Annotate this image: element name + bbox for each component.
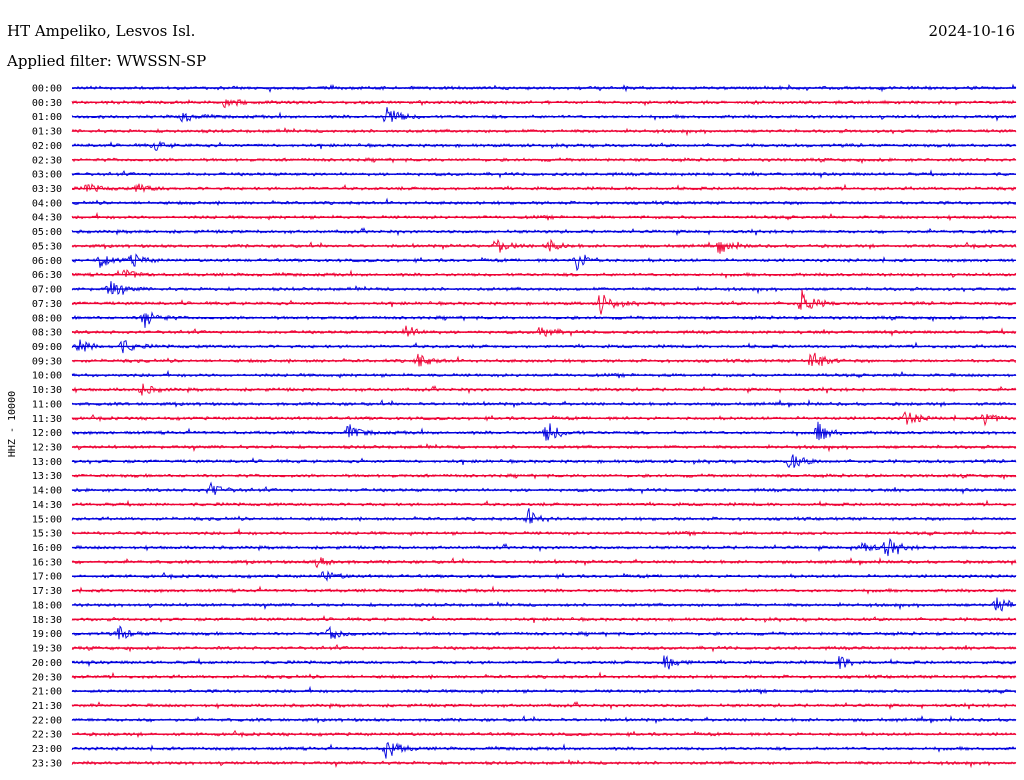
time-tick-label: 05:00 bbox=[32, 227, 62, 238]
time-tick-label: 15:30 bbox=[32, 529, 62, 540]
trace-0800 bbox=[71, 311, 1017, 328]
time-tick-label: 16:00 bbox=[32, 543, 62, 554]
trace-0530 bbox=[71, 238, 1017, 254]
time-tick-label: 14:00 bbox=[32, 486, 62, 497]
time-tick-label: 11:30 bbox=[32, 414, 62, 425]
time-tick-label: 17:30 bbox=[32, 586, 62, 597]
date-label: 2024-10-16 bbox=[929, 22, 1015, 40]
trace-1800 bbox=[71, 597, 1017, 612]
time-tick-label: 04:00 bbox=[32, 198, 62, 209]
time-tick-label: 22:30 bbox=[32, 730, 62, 741]
time-tick-label: 19:00 bbox=[32, 629, 62, 640]
channel-axis-label: HHZ - 10000 bbox=[7, 391, 18, 457]
time-tick-label: 17:00 bbox=[32, 572, 62, 583]
filter-label: Applied filter: WWSSN-SP bbox=[6, 52, 206, 70]
time-tick-labels: 00:00 00:30 01:00 01:30 02:00 02:30 03:00 03:30… bbox=[32, 84, 62, 770]
time-tick-label: 08:00 bbox=[32, 313, 62, 324]
trace-1500 bbox=[71, 508, 1017, 524]
time-tick-label: 18:30 bbox=[32, 615, 62, 626]
time-tick-label: 07:00 bbox=[32, 285, 62, 296]
time-tick-label: 09:00 bbox=[32, 342, 62, 353]
time-tick-label: 23:30 bbox=[32, 758, 62, 769]
trace-0630 bbox=[71, 269, 1017, 279]
trace-0730 bbox=[71, 289, 1017, 315]
time-tick-label: 03:00 bbox=[32, 170, 62, 181]
station-title: HT Ampeliko, Lesvos Isl. bbox=[7, 22, 195, 40]
trace-0600 bbox=[71, 253, 1017, 272]
time-tick-label: 13:00 bbox=[32, 457, 62, 468]
time-tick-label: 19:30 bbox=[32, 644, 62, 655]
trace-0330 bbox=[71, 183, 1017, 193]
trace-0930 bbox=[71, 352, 1017, 367]
time-tick-label: 15:00 bbox=[32, 514, 62, 525]
time-tick-label: 21:00 bbox=[32, 687, 62, 698]
trace-1900 bbox=[71, 625, 1017, 640]
time-tick-label: 03:30 bbox=[32, 184, 62, 195]
time-tick-label: 10:00 bbox=[32, 371, 62, 382]
time-tick-label: 20:00 bbox=[32, 658, 62, 669]
time-tick-label: 01:00 bbox=[32, 112, 62, 123]
trace-0100 bbox=[71, 107, 1017, 123]
time-tick-label: 20:30 bbox=[32, 672, 62, 683]
trace-1200 bbox=[71, 421, 1017, 441]
time-tick-label: 06:30 bbox=[32, 270, 62, 281]
trace-0700 bbox=[71, 281, 1017, 295]
time-tick-label: 01:30 bbox=[32, 127, 62, 138]
time-tick-label: 21:30 bbox=[32, 701, 62, 712]
time-tick-label: 10:30 bbox=[32, 385, 62, 396]
trace-0400 bbox=[71, 197, 1017, 207]
trace-0830 bbox=[71, 325, 1017, 338]
trace-0200 bbox=[71, 140, 1017, 151]
time-tick-label: 02:30 bbox=[32, 155, 62, 166]
time-tick-label: 11:00 bbox=[32, 399, 62, 410]
time-tick-label: 18:00 bbox=[32, 600, 62, 611]
trace-1400 bbox=[71, 481, 1017, 495]
time-tick-label: 05:30 bbox=[32, 241, 62, 252]
seismic-traces bbox=[71, 83, 1017, 769]
time-tick-label: 23:00 bbox=[32, 744, 62, 755]
trace-2300 bbox=[71, 741, 1017, 759]
time-tick-label: 12:30 bbox=[32, 443, 62, 454]
time-tick-label: 07:30 bbox=[32, 299, 62, 310]
trace-2030 bbox=[71, 671, 1017, 680]
time-tick-label: 16:30 bbox=[32, 557, 62, 568]
time-tick-label: 06:00 bbox=[32, 256, 62, 267]
time-tick-label: 04:30 bbox=[32, 213, 62, 224]
time-tick-label: 13:30 bbox=[32, 471, 62, 482]
time-tick-label: 12:00 bbox=[32, 428, 62, 439]
time-tick-label: 22:00 bbox=[32, 715, 62, 726]
time-tick-label: 08:30 bbox=[32, 328, 62, 339]
time-tick-label: 02:00 bbox=[32, 141, 62, 152]
trace-0030 bbox=[71, 99, 1017, 109]
time-tick-label: 09:30 bbox=[32, 356, 62, 367]
time-tick-label: 00:30 bbox=[32, 98, 62, 109]
time-tick-label: 00:00 bbox=[32, 84, 62, 95]
time-tick-label: 14:30 bbox=[32, 500, 62, 511]
trace-1430 bbox=[71, 499, 1017, 507]
